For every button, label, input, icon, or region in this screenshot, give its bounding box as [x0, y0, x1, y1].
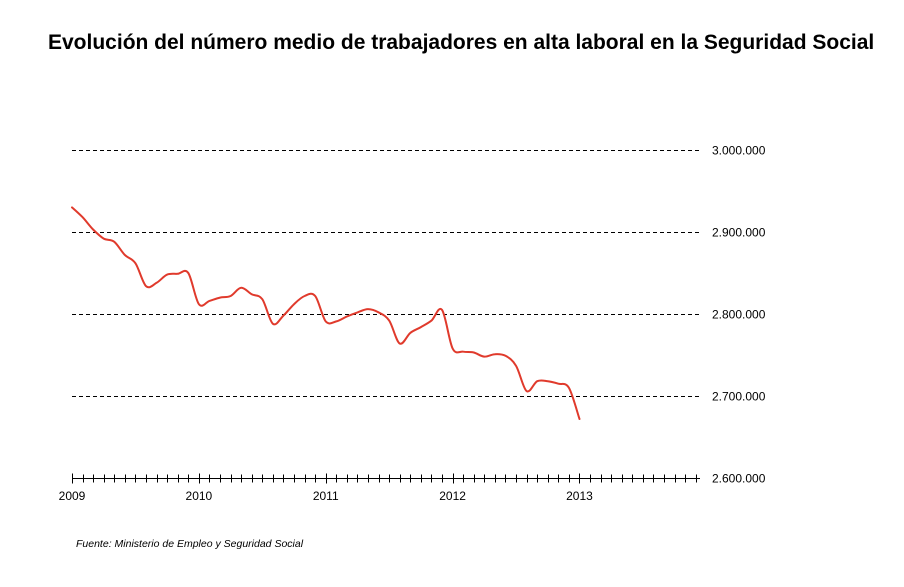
data-point — [92, 229, 94, 231]
data-point — [230, 295, 232, 297]
data-point — [557, 383, 559, 385]
data-point — [483, 356, 485, 358]
data-point — [103, 238, 105, 240]
data-point — [431, 320, 433, 322]
data-point — [219, 297, 221, 299]
data-point — [357, 311, 359, 313]
data-point — [536, 380, 538, 382]
x-tick-label: 2012 — [439, 489, 466, 503]
data-point — [261, 298, 263, 300]
data-point — [579, 418, 581, 420]
series-line — [71, 206, 581, 420]
y-tick-label: 2.900.000 — [712, 226, 766, 240]
y-axis-labels: 3.000.000 2.900.000 2.800.000 2.700.000 2.60… — [712, 144, 766, 486]
data-point — [515, 365, 517, 367]
data-point — [420, 326, 422, 328]
data-point — [293, 303, 295, 305]
source-note: Fuente: Ministerio de Empleo y Seguridad… — [76, 538, 304, 550]
data-point — [82, 216, 84, 218]
data-point — [282, 315, 284, 317]
data-point — [156, 282, 158, 284]
data-point — [251, 293, 253, 295]
data-point — [378, 311, 380, 313]
data-point — [547, 380, 549, 382]
data-point — [399, 343, 401, 345]
data-point — [346, 316, 348, 318]
series-layer — [71, 206, 581, 420]
data-point — [166, 274, 168, 276]
data-point — [198, 303, 200, 305]
data-point — [409, 332, 411, 334]
data-point — [568, 387, 570, 389]
data-point — [177, 273, 179, 275]
y-tick-label: 3.000.000 — [712, 144, 766, 158]
data-point — [473, 352, 475, 354]
data-point — [145, 285, 147, 287]
data-point — [367, 308, 369, 310]
data-point — [208, 300, 210, 302]
data-point — [494, 353, 496, 355]
x-tick-label: 2009 — [59, 489, 86, 503]
x-axis — [72, 473, 700, 484]
x-tick-label: 2010 — [186, 489, 213, 503]
data-point — [335, 320, 337, 322]
data-point — [187, 272, 189, 274]
gridlines — [72, 150, 700, 397]
y-tick-label: 2.800.000 — [712, 308, 766, 322]
y-tick-label: 2.700.000 — [712, 390, 766, 404]
data-point — [124, 254, 126, 256]
data-point — [452, 347, 454, 349]
data-point — [441, 309, 443, 311]
data-point — [113, 241, 115, 243]
data-point — [325, 320, 327, 322]
data-point — [462, 351, 464, 353]
y-tick-label: 2.600.000 — [712, 472, 766, 486]
data-point — [526, 390, 528, 392]
data-point — [134, 262, 136, 264]
data-point — [314, 295, 316, 297]
chart-title: Evolución del número medio de trabajador… — [48, 31, 875, 54]
data-point — [240, 287, 242, 289]
data-point — [388, 320, 390, 322]
data-point — [304, 295, 306, 297]
data-point — [505, 355, 507, 357]
data-point — [272, 323, 274, 325]
x-tick-label: 2013 — [566, 489, 593, 503]
x-tick-label: 2011 — [313, 489, 339, 503]
data-point — [71, 206, 73, 208]
x-axis-labels: 2009 2010 2011 2012 2013 — [59, 489, 593, 503]
